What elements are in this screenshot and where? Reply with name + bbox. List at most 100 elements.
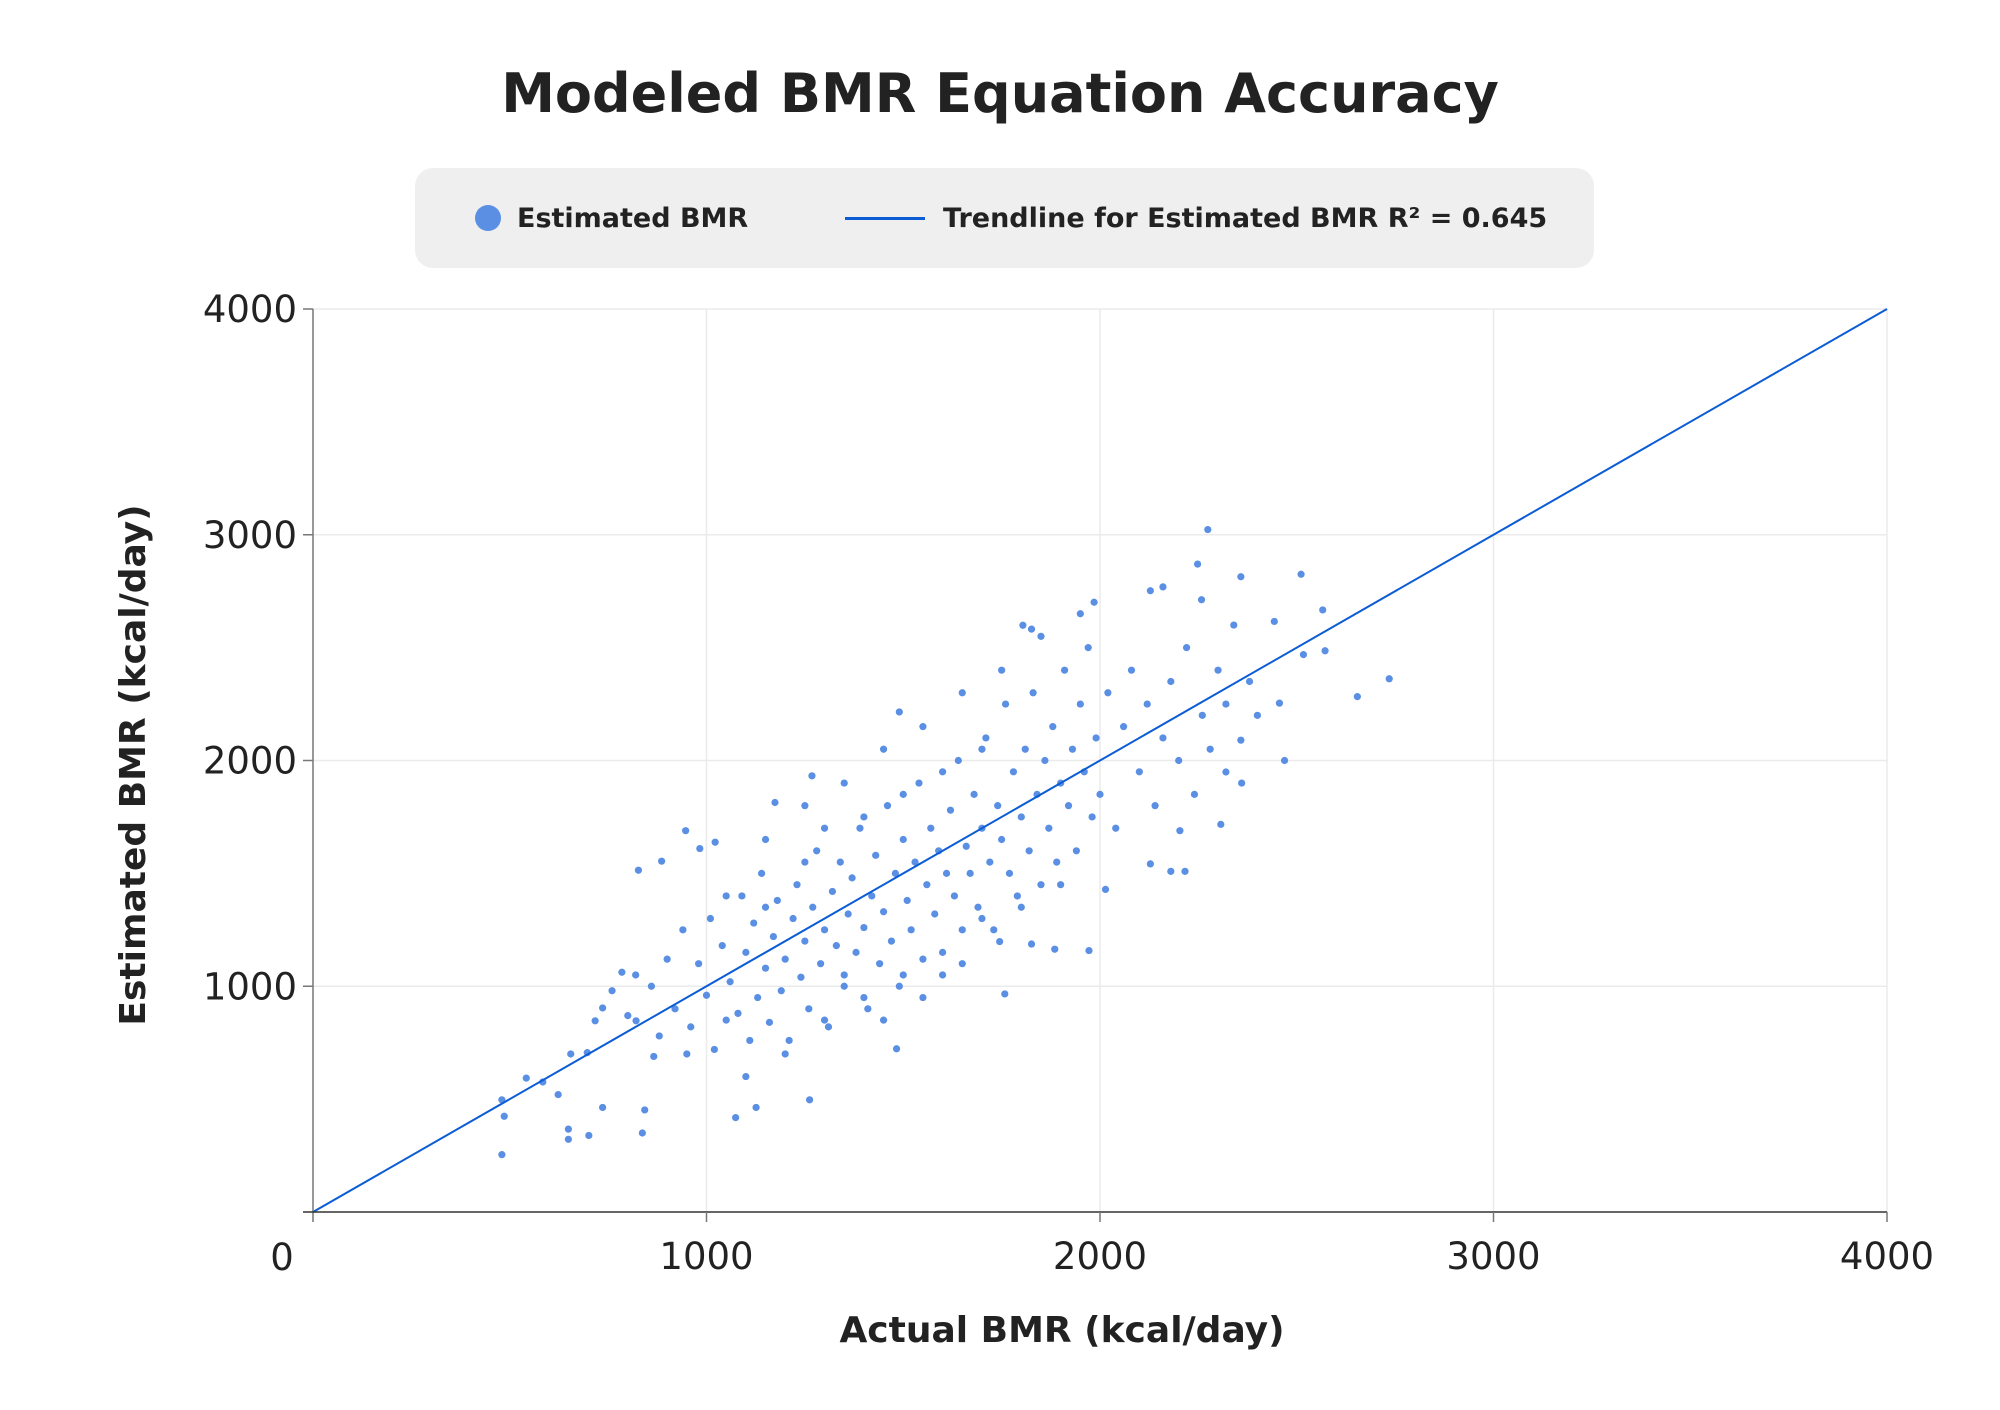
data-point <box>1025 847 1033 855</box>
data-point <box>777 987 785 995</box>
data-point <box>781 1050 789 1058</box>
data-point <box>695 960 703 968</box>
data-point <box>754 993 762 1002</box>
data-point <box>500 1112 508 1120</box>
data-point <box>907 926 915 934</box>
data-point <box>1072 847 1080 855</box>
data-point <box>982 734 990 742</box>
data-point <box>1085 946 1093 955</box>
data-point <box>1182 644 1191 652</box>
data-point <box>742 1072 750 1081</box>
data-point <box>970 790 978 798</box>
data-point <box>781 955 789 963</box>
data-point <box>805 1096 814 1104</box>
data-point <box>647 982 656 990</box>
data-point <box>939 971 947 979</box>
data-point <box>879 1016 888 1024</box>
data-point <box>903 896 911 905</box>
data-point <box>679 926 687 934</box>
data-point <box>923 881 931 889</box>
data-point <box>1051 945 1059 953</box>
data-point <box>895 982 903 990</box>
data-point <box>761 964 770 972</box>
data-point <box>1167 867 1175 875</box>
data-point <box>757 869 766 877</box>
data-point <box>1253 711 1261 719</box>
data-point <box>599 1004 607 1012</box>
data-point <box>564 1135 572 1143</box>
data-point <box>706 914 715 923</box>
data-point <box>1001 700 1010 708</box>
data-point <box>765 1018 774 1026</box>
data-point <box>805 1005 813 1013</box>
data-point <box>711 838 719 846</box>
data-point <box>958 926 966 934</box>
y-tick-label: 1000 <box>203 965 297 1008</box>
data-point <box>722 1016 730 1024</box>
data-point <box>1005 869 1014 877</box>
data-point <box>1385 675 1393 683</box>
data-point <box>828 887 837 896</box>
data-point <box>1175 756 1183 765</box>
data-point <box>498 1151 506 1159</box>
data-point <box>860 813 868 821</box>
data-point <box>1088 813 1096 821</box>
data-point <box>1001 990 1009 998</box>
data-point <box>832 942 840 950</box>
data-point <box>978 914 986 923</box>
data-point <box>942 869 951 877</box>
data-point <box>891 869 899 877</box>
data-point <box>632 971 640 979</box>
data-point <box>820 824 829 832</box>
data-point <box>876 960 884 968</box>
data-point <box>1146 860 1154 868</box>
y-axis-label: Estimated BMR (kcal/day) <box>113 504 154 1025</box>
data-point <box>608 987 616 995</box>
data-point <box>946 806 955 814</box>
data-point <box>919 723 927 731</box>
data-point <box>1159 583 1167 591</box>
data-point <box>1159 734 1167 742</box>
data-point <box>1275 699 1284 707</box>
data-point <box>726 978 734 986</box>
data-point <box>671 1005 679 1013</box>
data-point <box>931 910 939 918</box>
data-point <box>1104 689 1112 697</box>
data-point <box>761 835 770 844</box>
data-point <box>879 908 888 916</box>
data-point <box>887 937 896 945</box>
data-point <box>618 968 626 976</box>
data-point <box>1135 768 1143 776</box>
data-point <box>769 932 777 941</box>
data-point <box>848 874 856 882</box>
data-point <box>840 982 848 990</box>
data-point <box>567 1050 575 1058</box>
data-point <box>1090 598 1098 606</box>
data-point <box>785 1036 793 1045</box>
data-point <box>1146 587 1154 595</box>
y-tick-label: 3000 <box>203 514 297 557</box>
chart-title: Modeled BMR Equation Accuracy <box>501 62 1499 125</box>
data-point <box>554 1091 562 1099</box>
data-point <box>1167 677 1175 686</box>
data-point <box>1017 903 1025 911</box>
data-point <box>773 896 781 905</box>
data-point <box>820 926 829 934</box>
data-point <box>1214 666 1222 674</box>
data-point <box>1143 700 1151 708</box>
data-point <box>974 903 982 911</box>
data-point <box>1270 617 1278 626</box>
data-point <box>1222 768 1230 776</box>
data-point <box>1064 802 1073 810</box>
data-point <box>738 892 746 900</box>
data-point <box>950 892 959 900</box>
data-point <box>734 1009 742 1017</box>
data-point <box>683 1050 691 1058</box>
data-point <box>809 903 817 911</box>
data-point <box>954 756 962 765</box>
data-point <box>1181 867 1189 875</box>
data-point <box>650 1052 658 1061</box>
data-point <box>892 1045 901 1053</box>
data-point <box>927 824 935 832</box>
